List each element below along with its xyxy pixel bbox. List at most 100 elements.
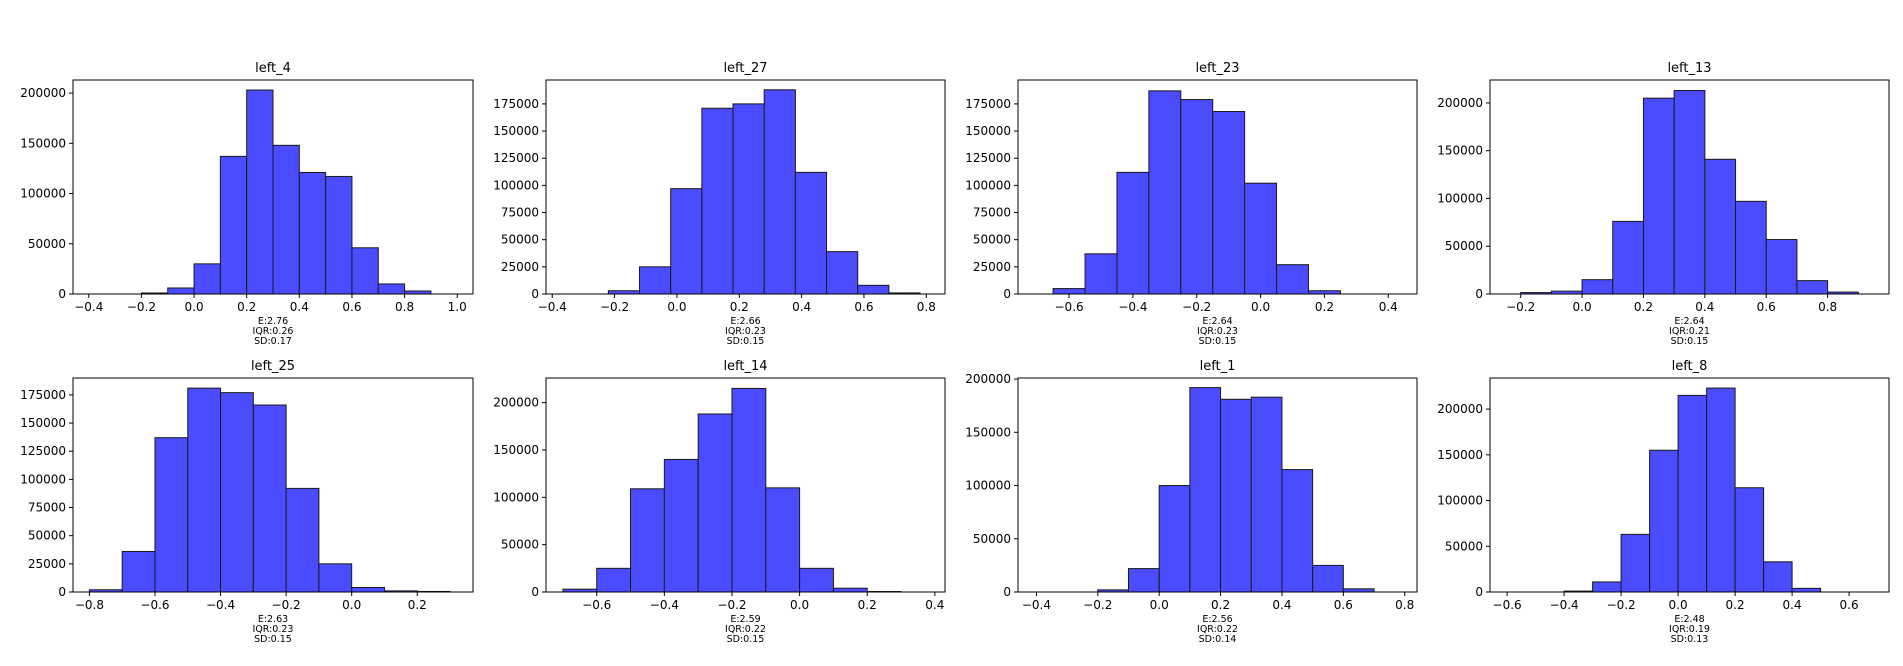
histogram-bar (1612, 220, 1644, 295)
stat-label: SD:0.14 (1199, 634, 1237, 645)
x-tick-label: 0.6 (1757, 300, 1776, 314)
x-tick-label: 1.0 (448, 300, 467, 314)
y-tick-label: 25000 (501, 260, 539, 274)
histogram-bar (1592, 581, 1622, 593)
y-tick-label: 150000 (965, 425, 1011, 439)
y-tick-label: 125000 (493, 151, 539, 165)
y-tick-label: 100000 (20, 472, 66, 486)
stat-label: SD:0.15 (727, 336, 765, 347)
x-tick-label: −0.4 (206, 598, 235, 612)
histogram-panel: left_23 −0.6 −0.4 −0.2 0.0 0.2 0.4 0 25000 50000 7… (965, 61, 1418, 347)
histogram-bar (765, 487, 801, 593)
histogram-bar (121, 550, 156, 593)
histogram-bar (732, 103, 765, 295)
x-tick-label: −0.2 (1506, 300, 1535, 314)
stat-label: IQR:0.23 (1197, 326, 1238, 337)
x-tick-label: 0.2 (1211, 598, 1230, 612)
histogram-panel: left_27 −0.4 −0.2 0.0 0.2 0.4 0.6 0.8 0 25000 5000… (493, 61, 946, 347)
x-tick-label: −0.2 (272, 598, 301, 612)
x-tick-label: −0.2 (1083, 598, 1112, 612)
x-tick-label: −0.6 (1055, 300, 1084, 314)
y-tick-label: 100000 (1437, 191, 1483, 205)
y-tick-label: 0 (1003, 585, 1011, 599)
histogram-bar (799, 567, 834, 593)
x-tick-label: 0.2 (237, 300, 256, 314)
histogram-bar (187, 387, 222, 593)
x-tick-label: 0.4 (1272, 598, 1291, 612)
stat-label: SD:0.15 (1671, 336, 1709, 347)
plot-frame (1017, 377, 1418, 593)
histogram-bar (639, 266, 672, 295)
histogram-bar (351, 586, 385, 593)
x-tick-label: 0.4 (792, 300, 811, 314)
histogram-bar (377, 283, 406, 295)
y-tick-label: 0 (1475, 287, 1483, 301)
x-tick-label: 0.6 (854, 300, 873, 314)
histogram-bar (1796, 280, 1829, 295)
histogram-bar (167, 287, 195, 295)
y-tick-label: 175000 (965, 97, 1011, 111)
histogram-bar (1791, 587, 1822, 593)
panel-title: left_27 (723, 61, 767, 76)
x-tick-label: 0.0 (1150, 598, 1169, 612)
x-tick-label: 0.4 (290, 300, 309, 314)
stat-label: IQR:0.26 (253, 326, 294, 337)
histogram-bar (763, 89, 796, 295)
histogram-bar (697, 413, 733, 593)
histogram-bar (670, 188, 703, 295)
histogram-bar (663, 458, 699, 593)
x-tick-label: −0.2 (1607, 598, 1636, 612)
histogram-panel: left_25 −0.8 −0.6 −0.4 −0.2 0.0 0.2 0 25000 50000… (20, 359, 474, 645)
x-tick-label: −0.4 (1550, 598, 1579, 612)
panel-title: left_13 (1667, 61, 1711, 76)
y-tick-label: 125000 (20, 444, 66, 458)
stat-label: E:2.76 (258, 316, 288, 327)
plot-frame (1489, 377, 1890, 593)
y-tick-label: 100000 (493, 178, 539, 192)
histogram-bar (1581, 279, 1614, 295)
panel-title: left_1 (1200, 359, 1236, 374)
histogram-bar (1673, 90, 1706, 295)
histogram-bar (596, 567, 632, 593)
x-tick-label: −0.4 (538, 300, 567, 314)
x-tick-label: 0.0 (1251, 300, 1270, 314)
x-tick-label: −0.4 (1118, 300, 1147, 314)
x-tick-label: 0.2 (408, 598, 427, 612)
histogram-bar (1765, 239, 1798, 295)
y-tick-label: 0 (531, 585, 539, 599)
x-tick-label: 0.8 (917, 300, 936, 314)
x-tick-label: 0.2 (858, 598, 877, 612)
y-tick-label: 200000 (965, 372, 1011, 386)
stat-label: E:2.66 (730, 316, 760, 327)
histogram-bar (731, 387, 767, 593)
x-tick-label: 0.8 (1395, 598, 1414, 612)
y-tick-label: 100000 (965, 178, 1011, 192)
stat-label: E:2.64 (1674, 316, 1704, 327)
y-tick-label: 150000 (965, 124, 1011, 138)
stat-label: SD:0.17 (254, 336, 292, 347)
x-tick-label: −0.4 (650, 598, 679, 612)
histogram-bar (701, 107, 734, 295)
histogram-bar (1281, 469, 1314, 593)
y-tick-label: 200000 (1437, 402, 1483, 416)
stat-label: E:2.64 (1202, 316, 1232, 327)
stat-label: IQR:0.23 (725, 326, 766, 337)
histogram-panel: left_4 −0.4 −0.2 0.0 0.2 0.4 0.6 0.8 1.0 0 50000 10… (20, 61, 474, 347)
x-tick-label: 0.0 (185, 300, 204, 314)
plot-frame (545, 79, 946, 295)
y-tick-label: 25000 (28, 557, 66, 571)
y-tick-label: 125000 (965, 151, 1011, 165)
stat-label: SD:0.13 (1671, 634, 1709, 645)
histogram-panel: left_8 −0.6 −0.4 −0.2 0.0 0.2 0.4 0.6 0 50000 1000… (1437, 359, 1890, 645)
x-tick-label: 0.6 (1840, 598, 1859, 612)
x-tick-label: −0.2 (1182, 300, 1211, 314)
histogram-bar (1763, 561, 1793, 593)
x-tick-label: 0.6 (342, 300, 361, 314)
y-tick-label: 0 (58, 287, 66, 301)
y-tick-label: 150000 (1437, 448, 1483, 462)
stat-label: IQR:0.22 (1197, 624, 1238, 635)
histogram-bar (630, 488, 665, 593)
y-tick-label: 75000 (501, 206, 539, 220)
y-tick-label: 150000 (1437, 144, 1483, 158)
histogram-bar (193, 263, 221, 295)
